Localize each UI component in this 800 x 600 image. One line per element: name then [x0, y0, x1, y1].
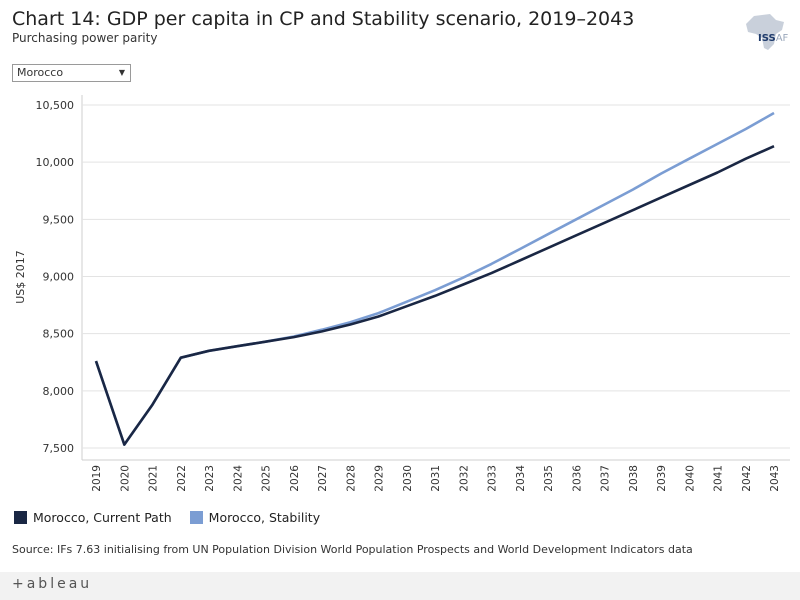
- series-line-current-path[interactable]: [94, 145, 775, 446]
- x-tick-label: 2027: [317, 465, 329, 492]
- y-tick-label: 9,000: [43, 271, 75, 284]
- africa-map-icon: [746, 14, 784, 50]
- legend-label: Morocco, Current Path: [33, 510, 172, 525]
- line-chart: 7,500 8,000 8,500 9,000 9,500 10,000 10,500 20…: [14, 95, 790, 492]
- x-tick-label: 2029: [374, 465, 386, 492]
- chevron-down-icon: ▼: [118, 68, 125, 77]
- legend-swatch: [189, 511, 203, 524]
- y-tick-label: 9,500: [43, 213, 75, 226]
- tableau-logo[interactable]: +ableau: [12, 576, 93, 592]
- y-axis-label: US$ 2017: [14, 250, 27, 304]
- x-tick-label: 2028: [345, 465, 357, 492]
- x-tick-label: 2037: [600, 465, 612, 492]
- country-select-value: Morocco: [17, 66, 64, 79]
- footer-bar: +ableau: [0, 572, 800, 600]
- legend-item-stability[interactable]: Morocco, Stability: [189, 510, 321, 525]
- series-line-stability[interactable]: [94, 111, 775, 446]
- x-tick-label: 2021: [148, 465, 160, 492]
- x-tick-label: 2034: [515, 465, 527, 492]
- y-tick-label: 7,500: [43, 442, 75, 455]
- legend-item-current-path[interactable]: Morocco, Current Path: [14, 510, 172, 525]
- country-select[interactable]: Morocco ▼: [12, 64, 131, 82]
- legend-label: Morocco, Stability: [208, 510, 321, 525]
- x-tick-label: 2019: [91, 465, 103, 492]
- x-tick-label: 2038: [628, 465, 640, 492]
- x-tick-label: 2033: [487, 465, 499, 492]
- x-tick-label: 2040: [684, 465, 696, 492]
- x-tick-label: 2022: [176, 465, 188, 492]
- y-tick-label: 8,000: [43, 385, 75, 398]
- x-tick-label: 2030: [402, 465, 414, 492]
- source-note: Source: IFs 7.63 initialising from UN Po…: [12, 543, 693, 556]
- chart-title: Chart 14: GDP per capita in CP and Stabi…: [12, 8, 635, 30]
- x-tick-label: 2035: [543, 465, 555, 492]
- x-tick-label: 2025: [261, 465, 273, 492]
- iss-logo: ISSAF: [758, 33, 789, 44]
- legend-swatch: [14, 511, 27, 524]
- x-tick-label: 2039: [656, 465, 668, 492]
- x-tick-label: 2026: [289, 465, 301, 492]
- legend: Morocco, Current Path Morocco, Stability: [14, 510, 334, 527]
- x-tick-label: 2032: [458, 465, 470, 492]
- x-tick-label: 2036: [571, 465, 583, 492]
- chart-subtitle: Purchasing power parity: [12, 31, 158, 45]
- y-tick-label: 10,500: [36, 99, 75, 112]
- x-tick-label: 2041: [713, 465, 725, 492]
- y-tick-label: 8,500: [43, 328, 75, 341]
- x-tick-label: 2020: [119, 465, 131, 492]
- x-tick-label: 2024: [232, 465, 244, 492]
- x-tick-label: 2031: [430, 465, 442, 492]
- y-tick-label: 10,000: [36, 156, 75, 169]
- x-tick-label: 2043: [769, 465, 781, 492]
- x-tick-label: 2042: [741, 465, 753, 492]
- x-tick-label: 2023: [204, 465, 216, 492]
